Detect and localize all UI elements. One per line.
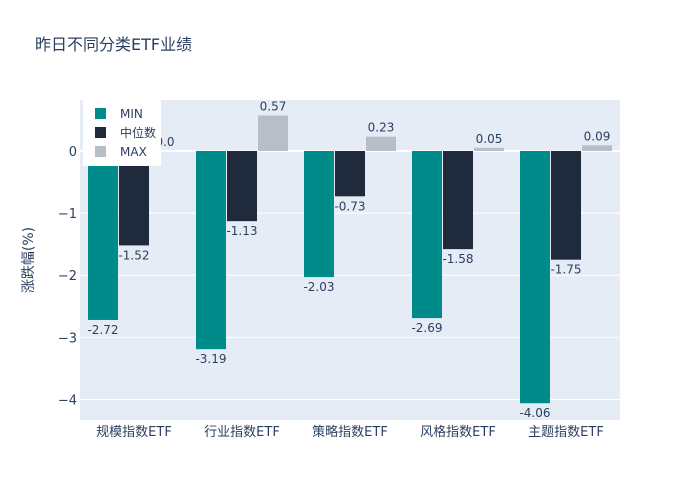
data-label: -1.52	[118, 248, 149, 262]
data-label: -1.75	[550, 263, 581, 277]
legend-swatch	[95, 146, 106, 157]
legend-label: 中位数	[120, 125, 156, 140]
bar-中位数-主题指数ETF	[551, 150, 581, 260]
y-tick-label: −1	[58, 207, 77, 222]
legend-label: MAX	[120, 145, 147, 159]
bar-MIN-主题指数ETF	[520, 150, 550, 404]
x-tick-label: 主题指数ETF	[528, 425, 604, 440]
y-tick-label: −2	[58, 269, 77, 284]
bar-中位数-风格指数ETF	[443, 150, 473, 250]
bar-中位数-策略指数ETF	[335, 150, 365, 197]
x-tick-label: 风格指数ETF	[420, 424, 496, 440]
data-label: 0.23	[368, 121, 395, 135]
data-label: -0.73	[334, 199, 365, 213]
bar-MIN-规模指数ETF	[88, 150, 118, 320]
bar-MAX-行业指数ETF	[258, 115, 288, 151]
legend-swatch	[95, 127, 106, 138]
y-tick-label: −4	[58, 393, 77, 408]
bar-MAX-主题指数ETF	[582, 145, 612, 151]
y-axis-title: 涨跌幅(%)	[21, 227, 37, 293]
bar-MIN-策略指数ETF	[304, 150, 334, 278]
data-label: -4.06	[519, 406, 550, 420]
data-labels: -2.72-1.520.0-3.19-1.130.57-2.03-0.730.2…	[87, 100, 610, 421]
legend-swatch	[95, 108, 106, 119]
chart-title: 昨日不同分类ETF业绩	[35, 35, 192, 54]
bar-MIN-风格指数ETF	[412, 150, 442, 319]
data-label: 0.05	[476, 132, 503, 146]
data-label: -2.03	[303, 280, 334, 294]
data-label: -1.13	[226, 224, 257, 238]
y-tick-label: −3	[58, 331, 77, 346]
bar-中位数-规模指数ETF	[119, 150, 149, 246]
bar-中位数-行业指数ETF	[227, 150, 257, 222]
data-label: -2.72	[87, 323, 118, 337]
data-label: 0.57	[260, 100, 287, 114]
data-label: -2.69	[411, 321, 442, 335]
x-tick-label: 行业指数ETF	[204, 425, 280, 440]
data-label: -3.19	[195, 352, 226, 366]
bars	[88, 115, 612, 404]
bar-MAX-策略指数ETF	[366, 136, 396, 151]
y-tick-label: 0	[69, 145, 77, 160]
x-tick-label: 规模指数ETF	[96, 425, 172, 440]
data-label: 0.09	[584, 129, 611, 143]
x-tick-label: 策略指数ETF	[312, 424, 388, 440]
axes: 0 −1 −2 −3 −4 规模指数ETF 行业指数ETF 策略指数ETF 风格指数ETF 主题指…	[58, 145, 604, 440]
bar-MAX-风格指数ETF	[474, 147, 504, 151]
legend-label: MIN	[120, 107, 143, 121]
legend: MIN 中位数 MAX	[83, 100, 161, 166]
data-label: -1.58	[442, 252, 473, 266]
bar-MIN-行业指数ETF	[196, 150, 226, 350]
